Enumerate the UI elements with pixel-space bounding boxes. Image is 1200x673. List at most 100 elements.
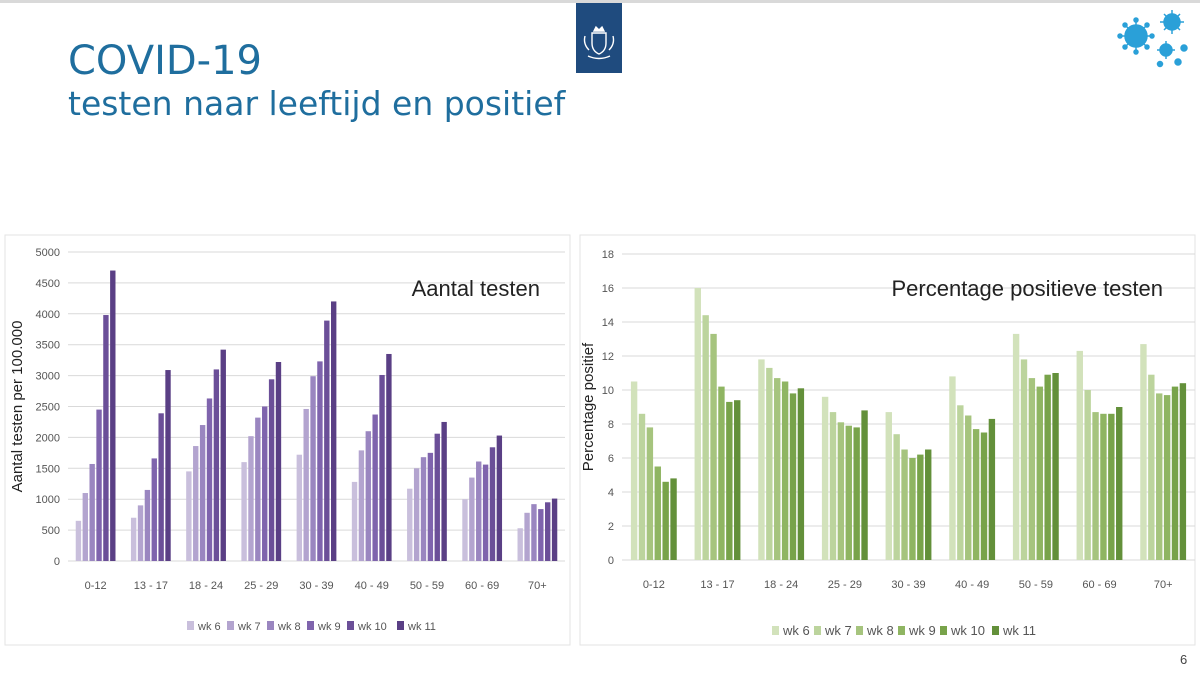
legend-label: wk 10 [357, 621, 387, 633]
x-tick-label: 18 - 24 [189, 580, 223, 592]
bar-wk10-2 [213, 369, 220, 561]
bar-wk8-7 [1092, 412, 1099, 560]
bar-wk6-8 [1140, 344, 1147, 560]
y-tick-label: 4500 [36, 278, 60, 290]
legend-swatch [187, 621, 194, 630]
bar-wk8-0 [89, 463, 95, 561]
bar-wk11-3 [275, 362, 282, 561]
bar-wk10-6 [1044, 374, 1051, 560]
legend-label: wk 7 [237, 621, 261, 633]
page-number: 6 [1180, 652, 1188, 667]
bar-wk10-5 [980, 432, 988, 560]
bar-wk8-7 [476, 461, 482, 561]
x-tick-label: 70+ [528, 580, 547, 592]
bar-wk11-8 [1179, 383, 1187, 560]
bar-wk6-0 [630, 381, 638, 560]
bar-wk11-7 [1116, 407, 1123, 560]
bar-wk10-7 [1108, 413, 1115, 560]
x-tick-label: 30 - 39 [891, 579, 925, 591]
bar-wk9-2 [206, 398, 213, 561]
bar-wk9-7 [482, 464, 489, 561]
bar-wk7-0 [82, 493, 88, 561]
y-tick-label: 5000 [36, 247, 60, 259]
x-tick-label: 25 - 29 [828, 579, 862, 591]
y-tick-label: 3000 [36, 371, 60, 383]
bar-wk7-2 [193, 446, 199, 561]
bar-wk7-5 [358, 450, 365, 561]
virus-icon [1117, 10, 1188, 68]
x-tick-label: 0-12 [85, 580, 107, 592]
bar-wk8-5 [365, 431, 371, 561]
bar-wk8-6 [420, 457, 427, 561]
bar-wk6-3 [241, 462, 247, 561]
x-tick-label: 13 - 17 [700, 579, 734, 591]
x-tick-label: 13 - 17 [134, 580, 168, 592]
bar-wk8-5 [965, 415, 972, 560]
legend-swatch [898, 626, 905, 635]
bar-wk10-4 [324, 320, 330, 561]
bar-wk11-2 [797, 388, 805, 560]
bar-wk10-3 [853, 427, 860, 560]
legend-label: wk 11 [1002, 623, 1036, 638]
bar-wk7-3 [829, 412, 837, 560]
bar-wk11-1 [165, 370, 171, 561]
y-tick-label: 2000 [36, 432, 60, 444]
bar-wk11-4 [331, 301, 337, 561]
bar-wk7-0 [638, 413, 646, 560]
chart-title: Aantal testen [412, 276, 540, 301]
legend-swatch [992, 626, 999, 635]
bar-wk8-1 [710, 333, 717, 560]
y-tick-label: 14 [602, 317, 614, 329]
bar-wk8-0 [646, 427, 654, 560]
bar-wk8-8 [1156, 393, 1163, 560]
page-title: COVID-19 [68, 38, 263, 84]
bar-wk8-2 [199, 425, 206, 561]
bar-wk7-1 [137, 505, 144, 561]
bar-wk10-1 [158, 413, 164, 561]
legend-label: wk 8 [866, 623, 894, 638]
y-tick-label: 18 [602, 249, 614, 261]
legend-swatch [772, 626, 779, 635]
bar-wk7-2 [766, 367, 773, 560]
x-tick-label: 0-12 [643, 579, 665, 591]
aantal-testen-chart: 0 500 1000 1500 2000 2500 3000 3500 4000 4500 5000… [4, 234, 571, 646]
bar-wk6-7 [1076, 350, 1083, 560]
bar-wk6-3 [821, 396, 829, 560]
legend-label: wk 6 [782, 623, 810, 638]
x-tick-label: 30 - 39 [299, 580, 333, 592]
y-tick-label: 0 [608, 555, 614, 567]
bar-wk6-8 [517, 528, 523, 561]
bar-wk10-8 [1171, 386, 1179, 560]
bar-wk9-5 [972, 429, 980, 560]
bar-wk9-6 [427, 452, 434, 561]
bar-wk10-0 [103, 315, 109, 561]
y-tick-label: 2500 [36, 402, 60, 414]
legend-label: wk 8 [277, 621, 301, 633]
bar-wk7-8 [1148, 374, 1155, 560]
bar-wk9-0 [96, 409, 102, 561]
bar-wk6-5 [351, 481, 358, 561]
x-tick-label: 40 - 49 [955, 579, 989, 591]
bar-wk9-1 [718, 386, 725, 560]
bar-wk10-2 [789, 393, 797, 560]
bar-wk9-3 [262, 406, 268, 561]
legend-swatch [307, 621, 314, 630]
legend-swatch [267, 621, 274, 630]
x-tick-label: 70+ [1154, 579, 1173, 591]
bar-wk7-1 [702, 315, 709, 560]
bar-wk8-3 [837, 422, 845, 560]
bar-wk7-6 [413, 468, 420, 561]
bar-wk9-6 [1036, 386, 1043, 560]
percentage-positief-chart: 0 2 4 6 8 10 12 14 16 18 Percentage positief Percen… [579, 234, 1196, 646]
y-tick-label: 3500 [36, 340, 60, 352]
bar-wk8-6 [1028, 378, 1036, 560]
bar-wk6-4 [885, 412, 892, 560]
legend-label: wk 10 [950, 623, 985, 638]
legend-label: wk 11 [407, 621, 436, 633]
bar-wk6-2 [186, 471, 192, 561]
legend-swatch [814, 626, 821, 635]
bar-wk6-6 [1012, 333, 1020, 560]
bar-wk11-2 [220, 349, 226, 561]
legend-label: wk 9 [317, 621, 341, 633]
bar-wk8-4 [901, 449, 908, 560]
